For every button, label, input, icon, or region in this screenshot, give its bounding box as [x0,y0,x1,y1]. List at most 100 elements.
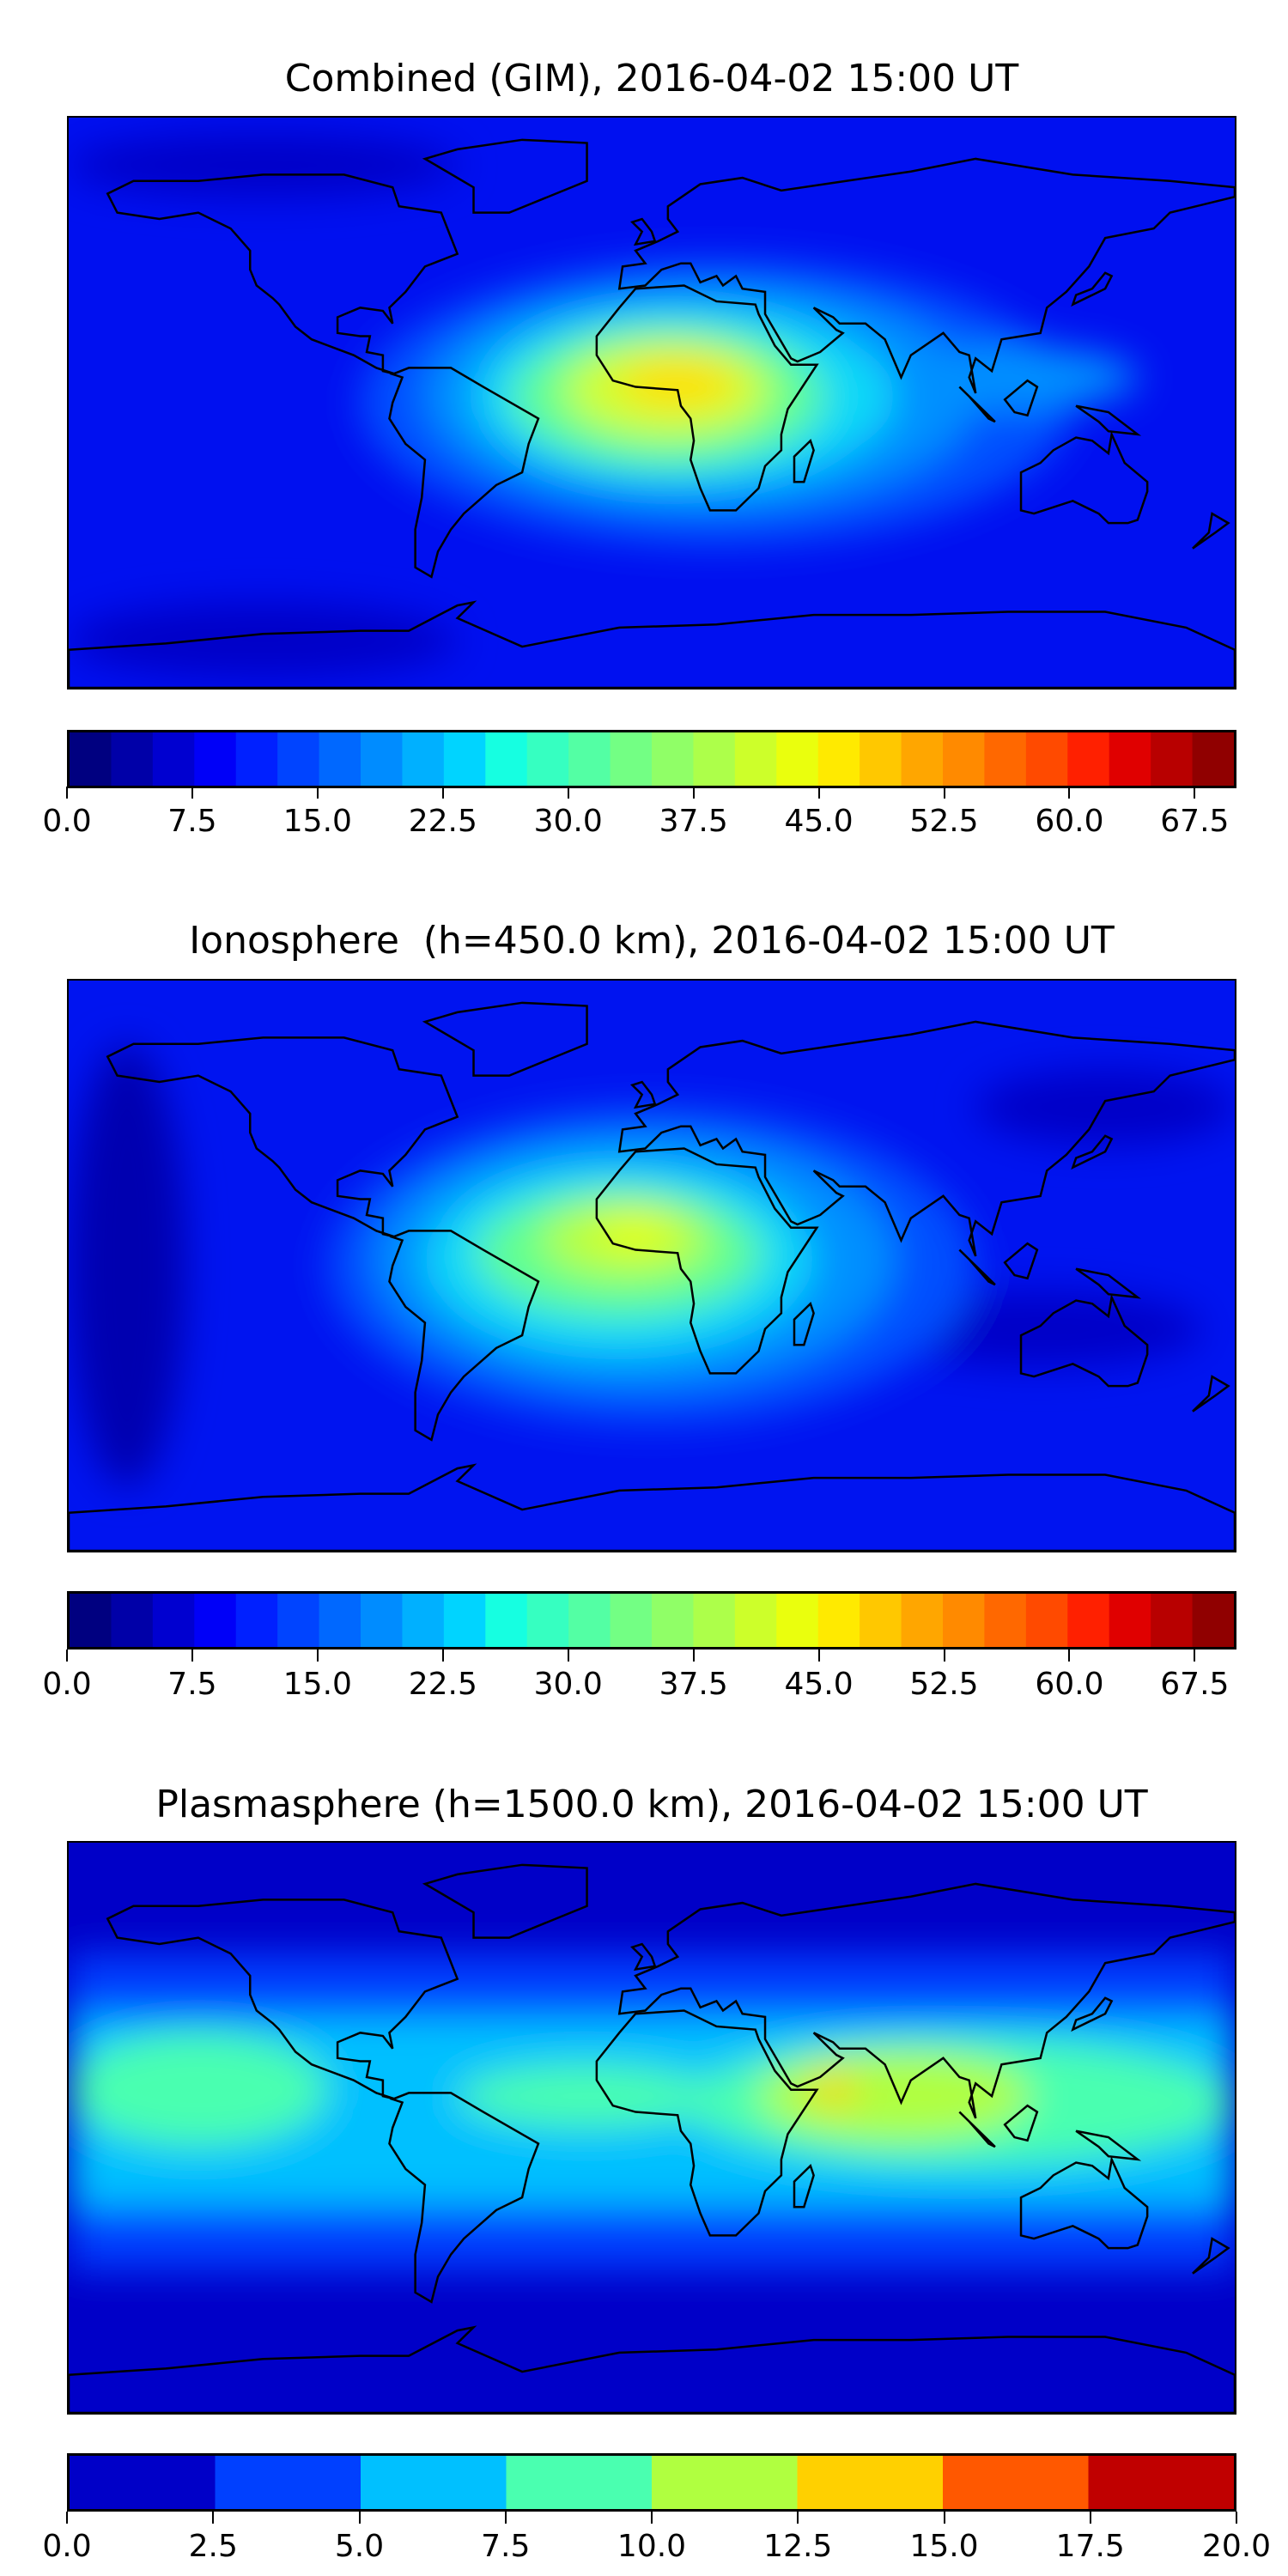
coastline-uk [632,1082,654,1108]
colorbar-ionosphere [67,1591,1236,1649]
colorbar-bin [152,1594,196,1647]
coastline-samerica [389,1230,538,1439]
coastline-madagascar [794,2166,814,2207]
colorbar-bin [1109,1594,1152,1647]
colorbar-bin [443,1594,487,1647]
colorbar-bin [485,1594,528,1647]
colorbar-tick-label: 45.0 [784,1667,854,1702]
colorbar-tick-label: 22.5 [408,1667,477,1702]
panel-title-plasmasphere: Plasmasphere (h=1500.0 km), 2016-04-02 1… [155,1783,1148,1826]
colorbar-bin [319,1594,361,1647]
colorbar-bin [610,732,653,786]
colorbar-tick [817,787,820,799]
colorbar-tick-label: 67.5 [1160,1667,1230,1702]
colorbar-tick [817,1649,820,1662]
coastline-borneo [1005,2105,1037,2141]
colorbar-bin [610,1594,653,1647]
coastline-samerica [389,368,538,576]
colorbar-tick [651,2512,653,2524]
colorbar-bin [984,1594,1027,1647]
colorbar-bin [817,732,861,786]
coastline-africa [597,286,817,511]
colorbar-tick [943,787,945,799]
coastline-namerica [107,1899,457,2099]
colorbar-tick [441,787,444,799]
colorbar-tick-label: 0.0 [42,804,92,839]
colorbar-combined [67,730,1236,788]
tec-contour-region [975,1069,1235,1145]
colorbar-bin [361,1594,404,1647]
coastline-antarctica [69,2327,1235,2413]
coastline-nz [1193,513,1228,549]
colorbar-tick-label: 30.0 [533,804,603,839]
colorbar-tick [316,787,319,799]
colorbar-bin [734,732,778,786]
colorbar-bin [1067,732,1110,786]
coastline-africa [597,2011,817,2236]
colorbar-bin [568,1594,611,1647]
colorbar-ticks-plasmasphere: 0.0 2.5 5.0 7.5 10.0 12.5 15.0 17.5 20.0 [42,2512,1271,2568]
colorbar-tick-label: 5.0 [334,2529,385,2564]
coastline-japan [1072,1998,1111,2030]
colorbar-bin [235,732,279,786]
colorbar-bin [361,732,404,786]
coastline-australia [1021,1297,1147,1386]
colorbar-plasmasphere [67,2453,1236,2512]
colorbar-bin [70,732,112,786]
colorbar-bin [652,2456,800,2509]
coastline-newguinea [1076,1269,1138,1297]
colorbar-tick [66,2512,68,2524]
panel-title-ionosphere: Ionosphere (h=450.0 km), 2016-04-02 15:0… [189,919,1115,963]
coastline-sumatra [959,387,994,422]
colorbar-tick-label: 67.5 [1160,804,1230,839]
colorbar-tick [358,2512,361,2524]
colorbar-tick-label: 45.0 [784,804,854,839]
coastline-samerica [389,2093,538,2301]
colorbar-bin [1067,1594,1110,1647]
colorbar-bin [402,732,445,786]
colorbar-bin [860,1594,902,1647]
colorbar-bin [652,732,695,786]
coastline-greenland [425,140,587,213]
colorbar-bin [1025,1594,1069,1647]
colorbar-bin [1192,732,1234,786]
colorbar-bin [277,1594,320,1647]
colorbar-bin [215,2456,364,2509]
colorbar-bin [817,1594,861,1647]
colorbar-tick-label: 37.5 [659,804,728,839]
map-ionosphere [67,979,1236,1552]
colorbar-tick-label: 12.5 [763,2529,833,2564]
colorbar-bin [943,2456,1091,2509]
colorbar-tick-label: 52.5 [909,804,979,839]
colorbar-bin [70,2456,218,2509]
colorbar-tick [567,1649,569,1662]
colorbar-bin [1151,1594,1194,1647]
colorbar-bin [194,1594,237,1647]
colorbar-tick-label: 17.5 [1055,2529,1125,2564]
colorbar-bin [797,2456,946,2509]
colorbar-bin [652,1594,695,1647]
coastline-madagascar [794,440,814,482]
colorbar-tick [191,787,193,799]
coastline-madagascar [794,1303,814,1345]
colorbar-tick-label: 60.0 [1035,804,1104,839]
coastline-australia [1021,2160,1147,2248]
colorbar-tick [943,2512,945,2524]
colorbar-tick [441,1649,444,1662]
tec-contour-region [69,133,458,197]
tec-field [69,1953,1235,2270]
colorbar-bin [693,732,736,786]
colorbar-tick-label: 7.5 [167,1667,217,1702]
colorbar-tick-label: 22.5 [408,804,477,839]
tec-contour-region [596,1214,675,1254]
coastline-newguinea [1076,2131,1138,2160]
colorbar-bin [693,1594,736,1647]
coastline-nz [1193,2239,1228,2274]
coastline-uk [632,219,654,245]
coastline-namerica [107,174,457,374]
coastline-eurasia [619,1022,1235,1256]
coastline-eurasia [619,1884,1235,2118]
panel-title-combined: Combined (GIM), 2016-04-02 15:00 UT [284,57,1019,100]
colorbar-bin [568,732,611,786]
coastline-sumatra [959,1250,994,1285]
